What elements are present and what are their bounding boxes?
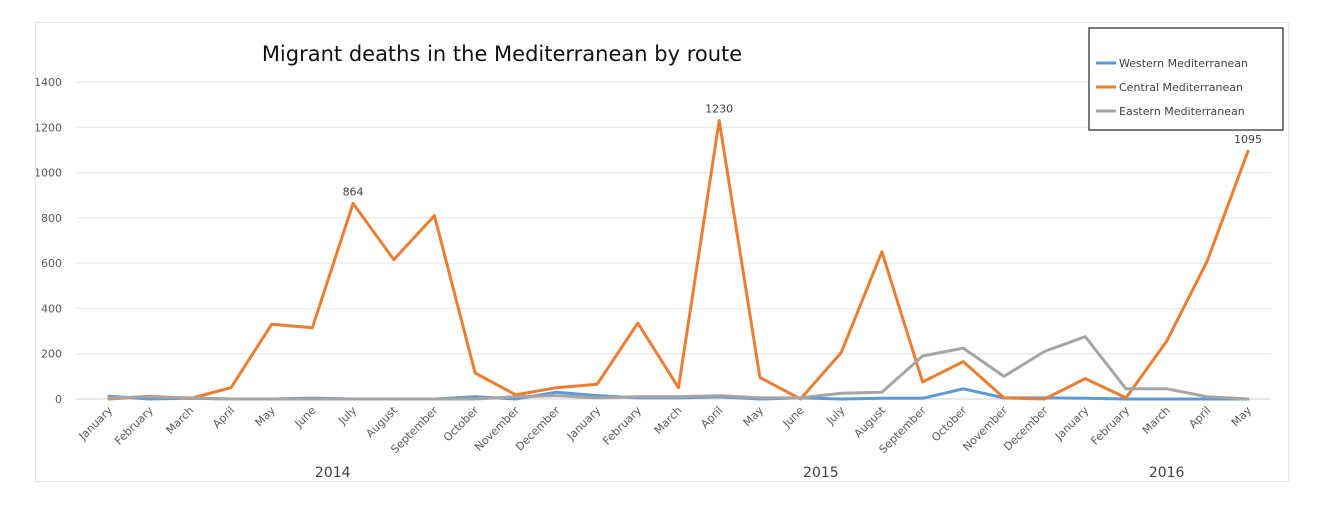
x-tick-label: December — [1001, 404, 1051, 454]
x-tick-label: January — [76, 404, 116, 444]
y-axis-ticks: 0 200 400 600 800 1000 1200 1400 — [36, 76, 62, 406]
legend-label: Eastern Mediterranean — [1119, 105, 1245, 118]
x-tick-label: August — [852, 403, 889, 440]
x-tick-label: August — [363, 403, 400, 440]
x-tick-label: July — [335, 404, 359, 428]
chart-title: Migrant deaths in the Mediterranean by r… — [262, 42, 742, 66]
y-tick-label: 800 — [41, 212, 62, 225]
legend-label: Western Mediterranean — [1119, 57, 1248, 70]
data-label: 1230 — [705, 102, 733, 115]
x-tick-label: October — [441, 404, 482, 445]
year-labels: 2014 2015 2016 — [315, 465, 1185, 481]
x-tick-label: June — [292, 404, 319, 431]
x-tick-label: February — [600, 404, 644, 448]
legend: Western Mediterranean Central Mediterrane… — [1088, 27, 1284, 131]
y-tick-label: 600 — [41, 257, 62, 270]
x-tick-label: April — [210, 404, 237, 431]
x-tick-label: February — [1088, 404, 1132, 448]
x-tick-label: May — [741, 404, 767, 430]
y-tick-label: 200 — [41, 348, 62, 361]
x-tick-label: July — [823, 404, 847, 428]
x-tick-label: January — [564, 404, 604, 444]
data-label: 1095 — [1234, 133, 1262, 146]
data-labels: 864 1230 1095 — [343, 102, 1262, 198]
year-label: 2016 — [1149, 465, 1185, 481]
x-tick-label: January — [1052, 404, 1092, 444]
x-tick-label: May — [253, 404, 279, 430]
year-label: 2015 — [803, 465, 839, 481]
x-tick-label: March — [1140, 404, 1173, 437]
y-tick-label: 0 — [55, 393, 62, 406]
gridlines — [76, 81, 1271, 400]
x-tick-label: May — [1229, 404, 1255, 430]
x-tick-label: March — [164, 404, 197, 437]
year-label: 2014 — [315, 465, 351, 481]
x-tick-label: December — [513, 404, 563, 454]
chart-frame: 0 200 400 600 800 1000 1200 1400 January Februar… — [35, 22, 1289, 482]
x-tick-label: April — [1186, 404, 1213, 431]
x-tick-label: February — [112, 404, 156, 448]
y-tick-label: 1000 — [36, 167, 62, 180]
x-tick-label: June — [780, 404, 807, 431]
legend-box — [1088, 27, 1284, 131]
y-tick-label: 1200 — [36, 121, 62, 134]
y-tick-label: 400 — [41, 302, 62, 315]
data-label: 864 — [343, 185, 364, 198]
series-line-2 — [107, 335, 1250, 401]
legend-label: Central Mediterranean — [1119, 81, 1243, 94]
x-tick-label: April — [698, 404, 725, 431]
x-tick-label: October — [929, 404, 970, 445]
series-lines — [107, 119, 1250, 401]
x-tick-label: March — [652, 404, 685, 437]
y-tick-label: 1400 — [36, 76, 62, 89]
series-line-1 — [107, 119, 1250, 401]
